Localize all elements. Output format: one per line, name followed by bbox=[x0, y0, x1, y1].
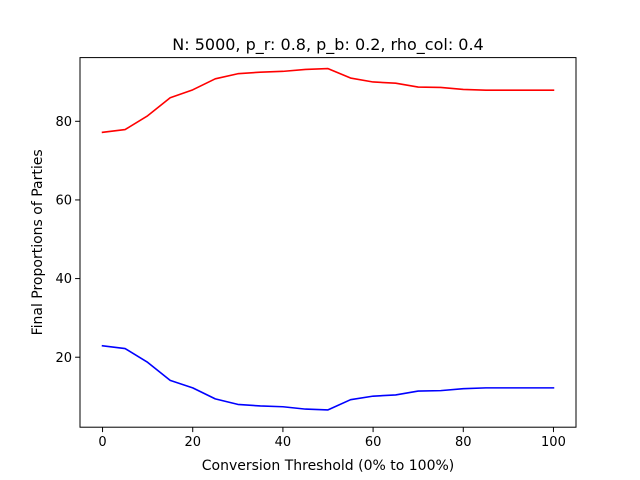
x-tick-label: 100 bbox=[541, 435, 566, 450]
plot-area bbox=[79, 57, 577, 428]
x-tick-label: 40 bbox=[275, 435, 292, 450]
x-axis-label: Conversion Threshold (0% to 100%) bbox=[202, 458, 455, 474]
plot-frame bbox=[79, 57, 577, 428]
x-tick-label: 80 bbox=[455, 435, 472, 450]
y-tick-label: 40 bbox=[55, 272, 72, 287]
y-tick-label: 60 bbox=[55, 194, 72, 209]
x-axis: 0 20 40 60 80 100 bbox=[98, 427, 566, 450]
y-axis: 20 40 60 80 bbox=[55, 115, 80, 366]
y-axis-label: Final Proportions of Parties bbox=[30, 149, 46, 335]
chart-title: N: 5000, p_r: 0.8, p_b: 0.2, rho_col: 0.… bbox=[172, 35, 483, 55]
x-tick-label: 60 bbox=[365, 435, 382, 450]
series-layer bbox=[101, 67, 555, 411]
y-tick-label: 80 bbox=[55, 115, 72, 130]
x-tick-label: 20 bbox=[184, 435, 201, 450]
y-tick-label: 20 bbox=[55, 351, 72, 366]
series-line-2 bbox=[101, 344, 555, 411]
x-tick-label: 0 bbox=[98, 435, 106, 450]
series-line-1 bbox=[101, 67, 555, 134]
